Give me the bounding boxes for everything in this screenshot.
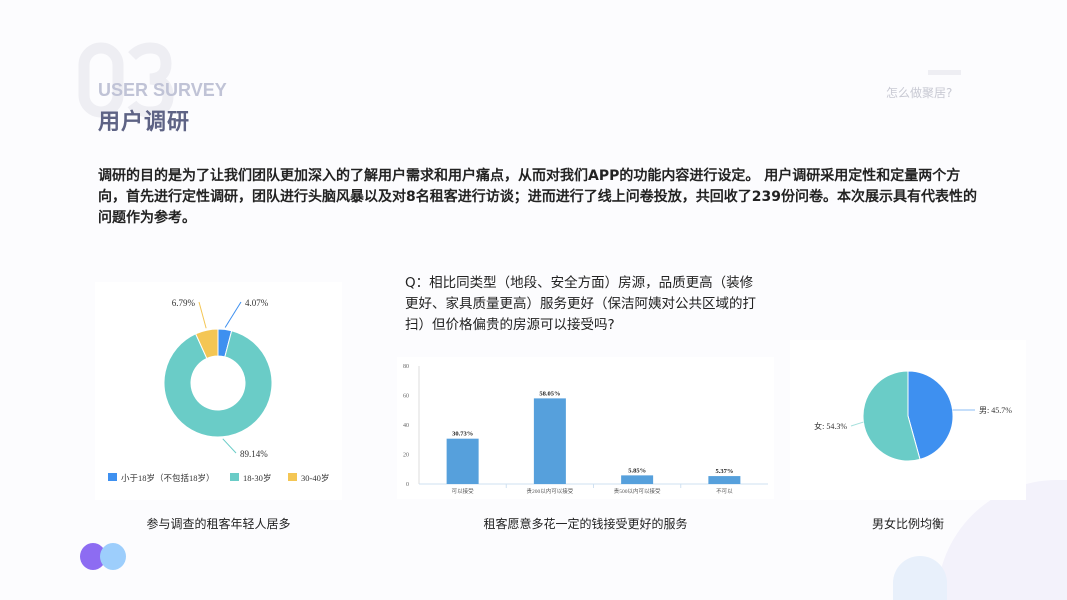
gender-chart-card: 男: 45.7% 女: 54.3% (790, 340, 1026, 500)
bar-value-label: 58.05% (539, 390, 560, 397)
age-donut-chart: 4.07% 89.14% 6.79% 小于18岁（不包括18岁） 18-30岁 30-40… (108, 298, 329, 483)
bar-value-label: 30.73% (452, 431, 473, 438)
bar-value-label: 5.85% (628, 467, 646, 474)
caption-price: 租客愿意多花一定的钱接受更好的服务 (483, 517, 688, 531)
legend-label: 30-40岁 (301, 473, 329, 483)
legend-swatch (230, 473, 239, 481)
legend-label: 18-30岁 (243, 473, 271, 483)
data-label: 4.07% (245, 298, 269, 308)
price-chart-card: 0 20 40 60 80 30.73% 可以接受 58.05% 贵200以内可以接受 5.85%… (397, 357, 774, 499)
donut-slice (163, 330, 273, 438)
data-label: 男: 45.7% (979, 406, 1012, 415)
x-tick-label: 贵200以内可以接受 (526, 487, 573, 495)
nav-bar-decor (928, 70, 961, 75)
leader-line (224, 301, 242, 328)
legend-label: 小于18岁（不包括18岁） (121, 473, 215, 483)
legend-swatch (108, 473, 117, 481)
age-chart-card: 4.07% 89.14% 6.79% 小于18岁（不包括18岁） 18-30岁 30-40… (95, 282, 342, 500)
gender-pie-chart: 男: 45.7% 女: 54.3% (814, 370, 1012, 462)
leader-line (850, 421, 864, 427)
section-title: 用户调研 (98, 110, 191, 135)
caption-age: 参与调查的租客年轻人居多 (146, 517, 291, 531)
price-bar-chart: 0 20 40 60 80 30.73% 可以接受 58.05% 贵200以内可以接受 5.85%… (403, 364, 768, 495)
bar (621, 475, 654, 484)
decor-circle (893, 556, 947, 600)
y-tick-label: 80 (403, 364, 409, 370)
data-label: 6.79% (172, 298, 196, 308)
y-tick-label: 20 (403, 453, 409, 459)
survey-question: Q：相比同类型（地段、安全方面）房源，品质更高（装修更好、家具质量更高）服务更好… (405, 275, 756, 333)
x-tick-label: 可以接受 (452, 487, 475, 495)
y-tick-label: 0 (406, 482, 409, 488)
y-tick-label: 40 (403, 423, 409, 429)
x-tick-label: 贵500以内可以接受 (614, 487, 661, 495)
leader-line (222, 438, 237, 454)
caption-gender: 男女比例均衡 (871, 517, 944, 531)
intro-paragraph: 调研的目的是为了让我们团队更加深入的了解用户需求和用户痛点，从而对我们APP的功… (98, 168, 977, 226)
legend-swatch (288, 473, 297, 481)
section-title-en: USER SURVEY (98, 80, 227, 100)
data-label: 89.14% (240, 449, 268, 459)
pie-slice (862, 370, 921, 462)
bar (533, 398, 566, 484)
section-nav-link[interactable]: 怎么做聚居? (886, 86, 953, 100)
bar (708, 476, 741, 484)
data-label: 女: 54.3% (814, 421, 847, 431)
x-tick-label: 不可以 (716, 488, 733, 495)
leader-line (198, 301, 207, 329)
y-tick-label: 60 (403, 394, 409, 400)
decor-dot-blue (100, 543, 126, 570)
donut-slice (194, 328, 219, 360)
section-number-watermark (78, 42, 174, 118)
bar (446, 438, 479, 484)
bar-value-label: 5.37% (715, 468, 733, 475)
